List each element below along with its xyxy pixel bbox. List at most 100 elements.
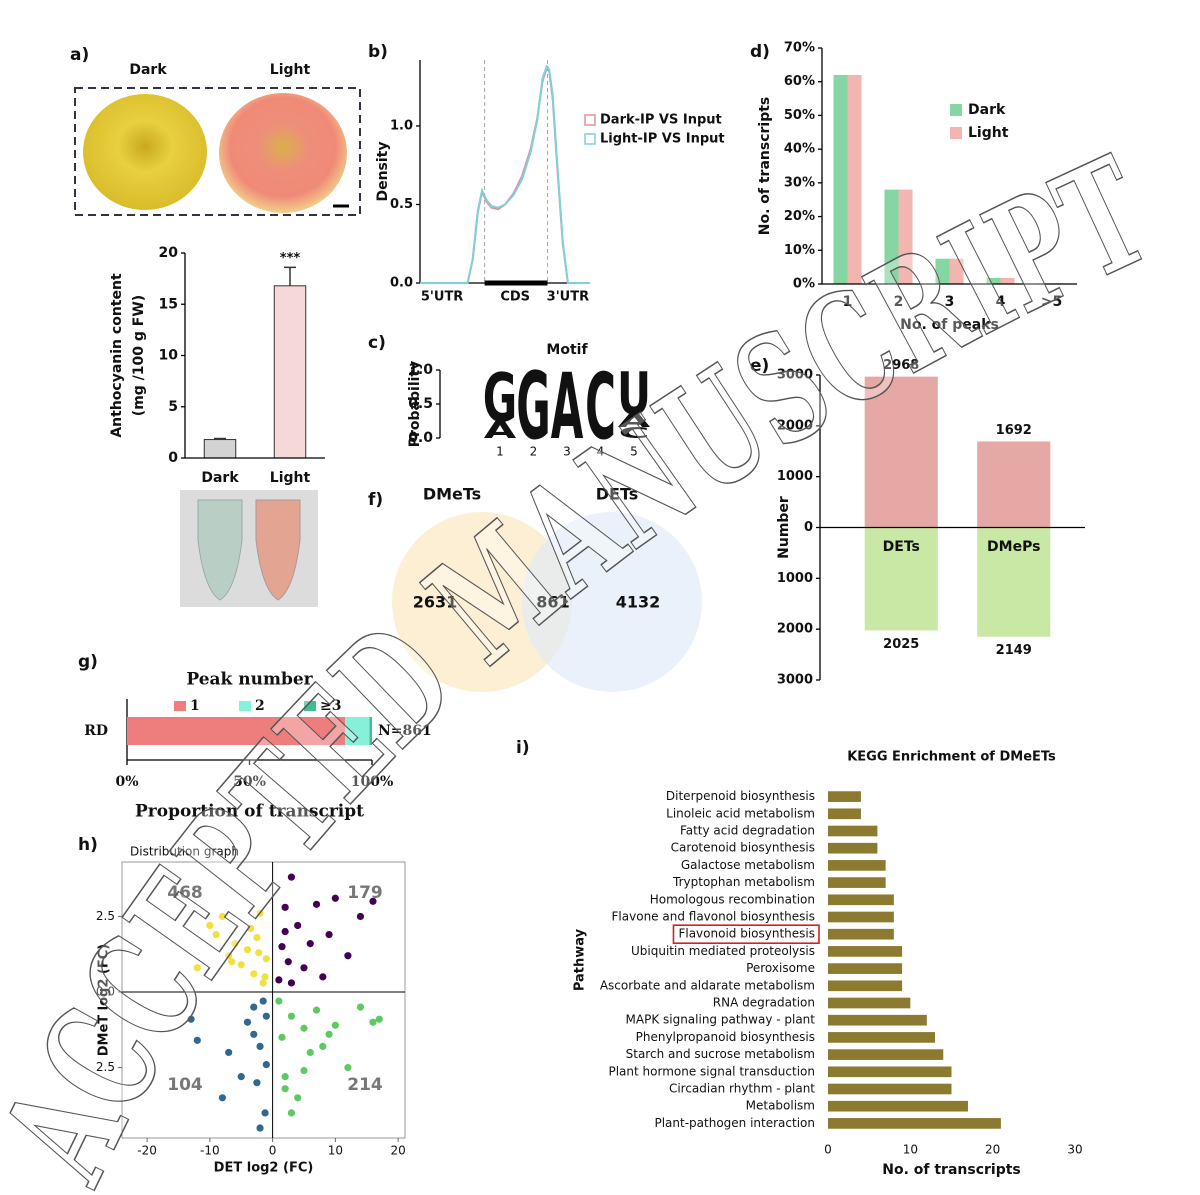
x-tick-label: 0% <box>115 774 138 790</box>
point <box>259 997 267 1005</box>
axis-label: Pathway <box>573 928 588 991</box>
value-label: 2968 <box>883 358 919 373</box>
chart-title: Peak number <box>186 670 313 690</box>
y-tick-label: 1000 <box>777 469 813 484</box>
bar <box>828 808 861 820</box>
bar <box>977 527 1051 637</box>
quadrant-count: 468 <box>167 883 203 903</box>
bar <box>828 825 878 837</box>
venn-label: DMeTs <box>423 485 481 504</box>
panel-label: a) <box>70 45 89 65</box>
point <box>250 970 258 978</box>
legend-swatch <box>584 114 596 126</box>
axis-label: Anthocyanin content <box>109 273 125 438</box>
bar <box>864 376 938 528</box>
y-tick-label: 40% <box>784 142 815 157</box>
point <box>281 927 289 936</box>
x-tick-label: Dark <box>201 470 239 486</box>
panel-label: f) <box>368 490 383 510</box>
point <box>255 949 263 957</box>
y-tick-label: 10% <box>784 243 815 258</box>
y-tick-label: RNA degradation <box>713 996 815 1010</box>
point <box>312 1006 321 1014</box>
point <box>312 900 321 908</box>
bar <box>828 894 894 906</box>
x-tick-label: 20 <box>390 1144 405 1158</box>
photo-frame <box>74 87 361 216</box>
y-tick-label: Circadian rhythm - plant <box>669 1082 815 1096</box>
y-tick-label: 60% <box>784 74 815 89</box>
x-tick-label: DETs <box>883 539 920 555</box>
bar <box>935 258 950 284</box>
point <box>287 1012 296 1020</box>
x-tick-label: 2 <box>530 445 538 459</box>
bar <box>828 860 886 871</box>
axis-label: (mg /100 g FW) <box>131 295 147 416</box>
y-tick-label: 2000 <box>777 622 813 637</box>
point <box>228 958 236 966</box>
point <box>253 1079 261 1087</box>
y-tick-label: Homologous recombination <box>650 892 815 906</box>
y-tick-label: Flavonoid biosynthesis <box>678 927 815 941</box>
y-tick-label: Metabolism <box>746 1099 815 1113</box>
point <box>218 1094 226 1102</box>
x-tick-label: 5'UTR <box>421 290 463 305</box>
quadrant-count: 214 <box>347 1075 383 1095</box>
y-tick-label: Linoleic acid metabolism <box>666 806 815 820</box>
motif-letter: A <box>618 410 651 432</box>
x-tick-label: 4 <box>597 445 605 459</box>
bar <box>828 997 911 1009</box>
motif-letter: A <box>484 417 517 444</box>
x-tick-label: 2 <box>894 294 904 310</box>
venn-label: DETs <box>596 485 639 504</box>
point <box>243 1018 252 1026</box>
y-tick-label: Diterpenoid biosynthesis <box>666 789 815 803</box>
quadrant-count: 179 <box>347 883 383 903</box>
x-tick-label: 10 <box>903 1143 918 1157</box>
point <box>262 1012 270 1020</box>
y-tick-label: 15 <box>159 296 178 312</box>
legend-swatch <box>950 127 962 139</box>
x-tick-label: 1 <box>496 445 504 459</box>
bar <box>127 717 346 745</box>
line <box>420 64 590 284</box>
point <box>369 1018 377 1026</box>
legend-label: Dark <box>968 102 1006 118</box>
legend-label: Dark-IP VS Input <box>600 113 722 128</box>
bar <box>847 74 862 284</box>
y-tick-label: Phenylpropanoid biosynthesis <box>636 1030 815 1044</box>
annotation: *** <box>280 251 301 266</box>
x-tick-label: DMePs <box>987 539 1040 555</box>
x-tick-label: 30 <box>1067 1143 1082 1157</box>
tube <box>197 499 243 601</box>
y-tick-label: Galactose metabolism <box>681 858 815 872</box>
legend-swatch <box>239 701 251 711</box>
y-tick-label: 1.0 <box>408 362 433 378</box>
panel-label: d) <box>750 42 770 62</box>
point <box>294 921 302 930</box>
bar <box>273 285 307 459</box>
motif-letter: G <box>483 360 517 438</box>
legend-swatch <box>174 701 186 711</box>
point <box>325 1030 333 1038</box>
venn-count: 2631 <box>413 593 458 612</box>
bar <box>949 258 964 284</box>
point <box>331 894 339 902</box>
point <box>187 1015 195 1023</box>
panel-labels: a) b) c) d) e) f) g) h) i) <box>70 42 770 855</box>
motif-letter: G <box>516 353 550 461</box>
point <box>256 1124 264 1132</box>
venn-count: 861 <box>536 593 569 612</box>
axis-label: Number <box>776 496 792 559</box>
rose-photo <box>219 93 347 213</box>
value-label: 1692 <box>996 423 1032 438</box>
point <box>331 1021 339 1029</box>
point <box>206 921 214 930</box>
point <box>237 1073 245 1081</box>
x-tick-label: -20 <box>137 1144 157 1158</box>
panel-label: b) <box>368 42 388 62</box>
x-tick-label: Light <box>270 470 311 486</box>
x-tick-label: 0 <box>824 1143 832 1157</box>
bar <box>977 441 1051 528</box>
